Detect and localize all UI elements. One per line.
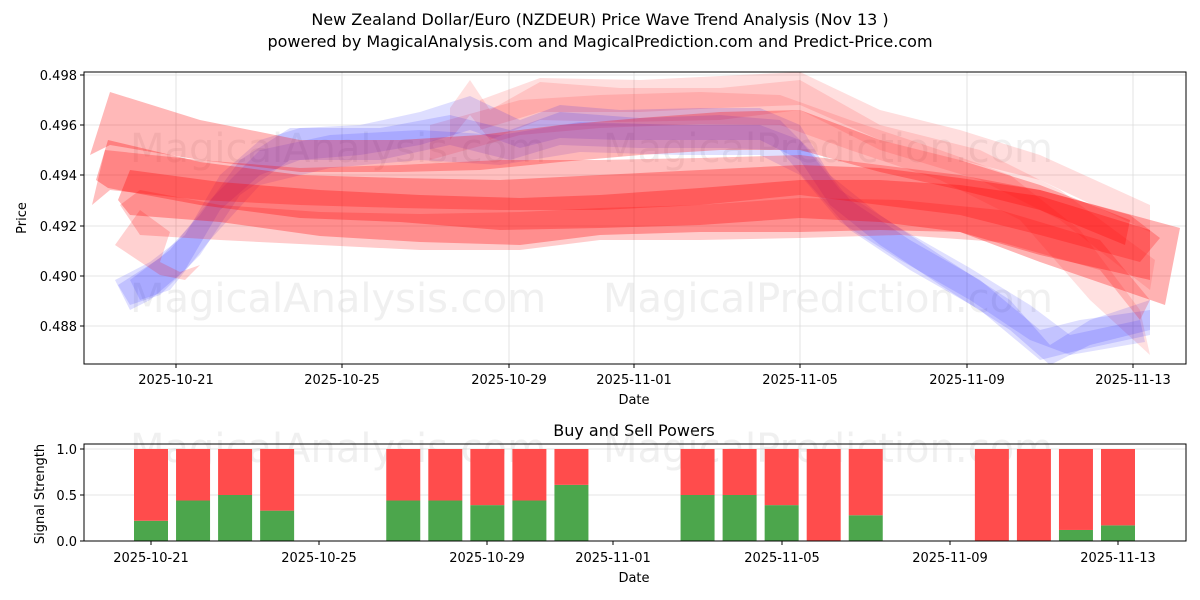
x-tick-label: 2025-11-09: [929, 373, 1005, 388]
wave-bands: [90, 72, 1180, 364]
sell-bar: [134, 449, 168, 521]
sell-bar: [428, 449, 463, 501]
blue-band: [130, 122, 1145, 355]
sell-bar: [848, 449, 883, 516]
y-tick-label: 0.5: [56, 489, 77, 504]
y-tick-label: 0.488: [40, 320, 77, 335]
buy-bar: [176, 500, 211, 541]
price-chart: MagicalAnalysis.com MagicalPrediction.co…: [15, 69, 1187, 408]
buy-sell-chart: Buy and Sell Powers MagicalAnalysis.com …: [33, 421, 1187, 586]
blue-band: [118, 112, 1150, 360]
x-tick-label: 2025-11-05: [762, 373, 838, 388]
sell-bar: [218, 449, 253, 495]
bar-x-label: Date: [618, 571, 649, 586]
red-band-faint: [450, 80, 1155, 290]
sell-bar: [1058, 449, 1093, 530]
buy-bar: [1058, 529, 1093, 541]
sell-bar: [680, 449, 715, 495]
y-tick-label: 0.494: [40, 169, 77, 184]
buy-bar: [470, 505, 505, 541]
bar-chart-title: Buy and Sell Powers: [553, 421, 715, 440]
sell-bar: [386, 449, 421, 501]
y-tick-label: 1.0: [56, 443, 77, 458]
x-tick-label: 2025-10-29: [471, 373, 547, 388]
sell-bar: [554, 449, 589, 485]
price-y-axis: 0.498 0.496 0.494 0.492 0.490 0.488 Pric…: [15, 69, 84, 335]
x-tick-label: 2025-11-05: [744, 551, 820, 566]
sell-bar: [722, 449, 757, 495]
price-y-label: Price: [15, 202, 30, 234]
x-tick-label: 2025-11-13: [1080, 551, 1156, 566]
sell-bar: [470, 449, 505, 506]
red-band: [92, 150, 1160, 262]
y-tick-label: 0.490: [40, 270, 77, 285]
sell-bar: [260, 449, 295, 511]
x-tick-label: 2025-10-25: [304, 373, 380, 388]
sell-bar: [806, 449, 841, 541]
sell-bar: [764, 449, 799, 506]
bar-y-label: Signal Strength: [33, 444, 48, 544]
chart-title: New Zealand Dollar/Euro (NZDEUR) Price W…: [311, 10, 889, 29]
y-tick-label: 0.492: [40, 220, 77, 235]
watermark-prediction: MagicalPrediction.com: [603, 126, 1053, 172]
x-tick-label: 2025-11-13: [1095, 373, 1171, 388]
x-tick-label: 2025-11-01: [575, 551, 651, 566]
bar-x-axis: 2025-10-21 2025-10-25 2025-10-29 2025-11…: [113, 541, 1156, 586]
sell-bar: [1101, 449, 1135, 526]
buy-bar: [260, 510, 295, 541]
buy-bar: [680, 495, 715, 541]
x-tick-label: 2025-11-01: [596, 373, 672, 388]
sell-bar: [1016, 449, 1051, 541]
x-tick-label: 2025-11-09: [912, 551, 988, 566]
red-band: [120, 190, 1150, 320]
red-band: [118, 170, 1150, 280]
buy-bar: [1101, 525, 1135, 541]
buy-bar: [848, 515, 883, 541]
y-tick-label: 0.496: [40, 119, 77, 134]
sell-bar: [974, 449, 1009, 541]
chart-subtitle: powered by MagicalAnalysis.com and Magic…: [267, 32, 933, 51]
buy-bar: [764, 505, 799, 541]
price-axes-frame: [83, 71, 1187, 365]
red-band: [96, 140, 1180, 305]
watermark-analysis: MagicalAnalysis.com: [130, 276, 546, 322]
red-band-light: [115, 210, 200, 280]
sell-bar: [512, 449, 547, 501]
price-x-label: Date: [618, 393, 649, 408]
buy-bar: [218, 495, 253, 541]
buy-bar: [386, 500, 421, 541]
buy-bar: [554, 484, 589, 541]
price-grid: [84, 72, 1186, 364]
price-x-axis: 2025-10-21 2025-10-25 2025-10-29 2025-11…: [138, 364, 1171, 408]
x-tick-label: 2025-10-21: [113, 551, 189, 566]
watermark-prediction: MagicalPrediction.com: [603, 276, 1053, 322]
buy-bar: [512, 500, 547, 541]
red-band-faint: [430, 92, 1150, 355]
red-band: [90, 92, 1130, 245]
y-tick-label: 0.498: [40, 69, 77, 84]
bar-series: [134, 449, 1135, 541]
buy-bar: [428, 500, 463, 541]
buy-bar: [134, 520, 168, 541]
bar-y-axis: 1.0 0.5 0.0 Signal Strength: [33, 443, 84, 550]
buy-bar: [722, 495, 757, 541]
x-tick-label: 2025-10-25: [281, 551, 357, 566]
bar-axes-frame: [83, 443, 1187, 542]
x-tick-label: 2025-10-29: [449, 551, 525, 566]
watermark-analysis: MagicalAnalysis.com: [130, 126, 546, 172]
y-tick-label: 0.0: [56, 535, 77, 550]
red-band-faint: [480, 72, 1150, 232]
x-tick-label: 2025-10-21: [138, 373, 214, 388]
sell-bar: [176, 449, 211, 501]
